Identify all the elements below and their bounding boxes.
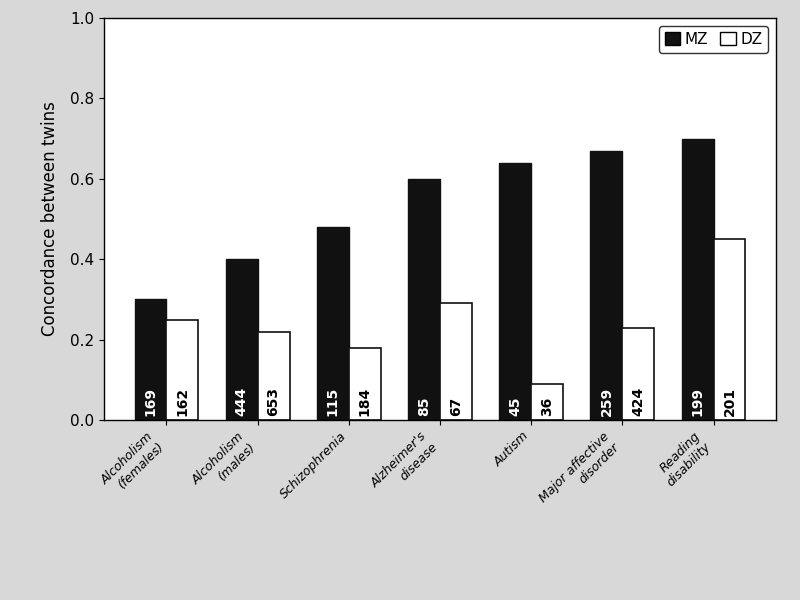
Bar <box>166 319 198 420</box>
Y-axis label: Concordance between twins: Concordance between twins <box>41 101 59 337</box>
Text: 201: 201 <box>722 387 737 416</box>
Text: 184: 184 <box>358 387 372 416</box>
Bar <box>258 332 290 420</box>
Text: 424: 424 <box>631 387 646 416</box>
Bar <box>590 151 622 420</box>
Bar <box>440 304 472 420</box>
Text: 199: 199 <box>690 387 705 416</box>
Bar <box>408 179 440 420</box>
Text: 36: 36 <box>540 397 554 416</box>
Text: 444: 444 <box>234 387 249 416</box>
Text: 259: 259 <box>599 387 614 416</box>
Text: 67: 67 <box>449 397 463 416</box>
Bar <box>682 139 714 420</box>
Bar <box>499 163 531 420</box>
Text: 169: 169 <box>143 387 158 416</box>
Bar <box>226 259 258 420</box>
Bar <box>622 328 654 420</box>
Bar <box>349 347 381 420</box>
Text: 162: 162 <box>175 387 190 416</box>
Text: 653: 653 <box>266 387 281 416</box>
Text: 115: 115 <box>326 387 340 416</box>
Bar <box>134 299 166 420</box>
Legend: MZ, DZ: MZ, DZ <box>658 26 768 53</box>
Text: 45: 45 <box>508 397 522 416</box>
Bar <box>317 227 349 420</box>
Bar <box>531 384 563 420</box>
Text: 85: 85 <box>417 397 431 416</box>
Bar <box>714 239 746 420</box>
